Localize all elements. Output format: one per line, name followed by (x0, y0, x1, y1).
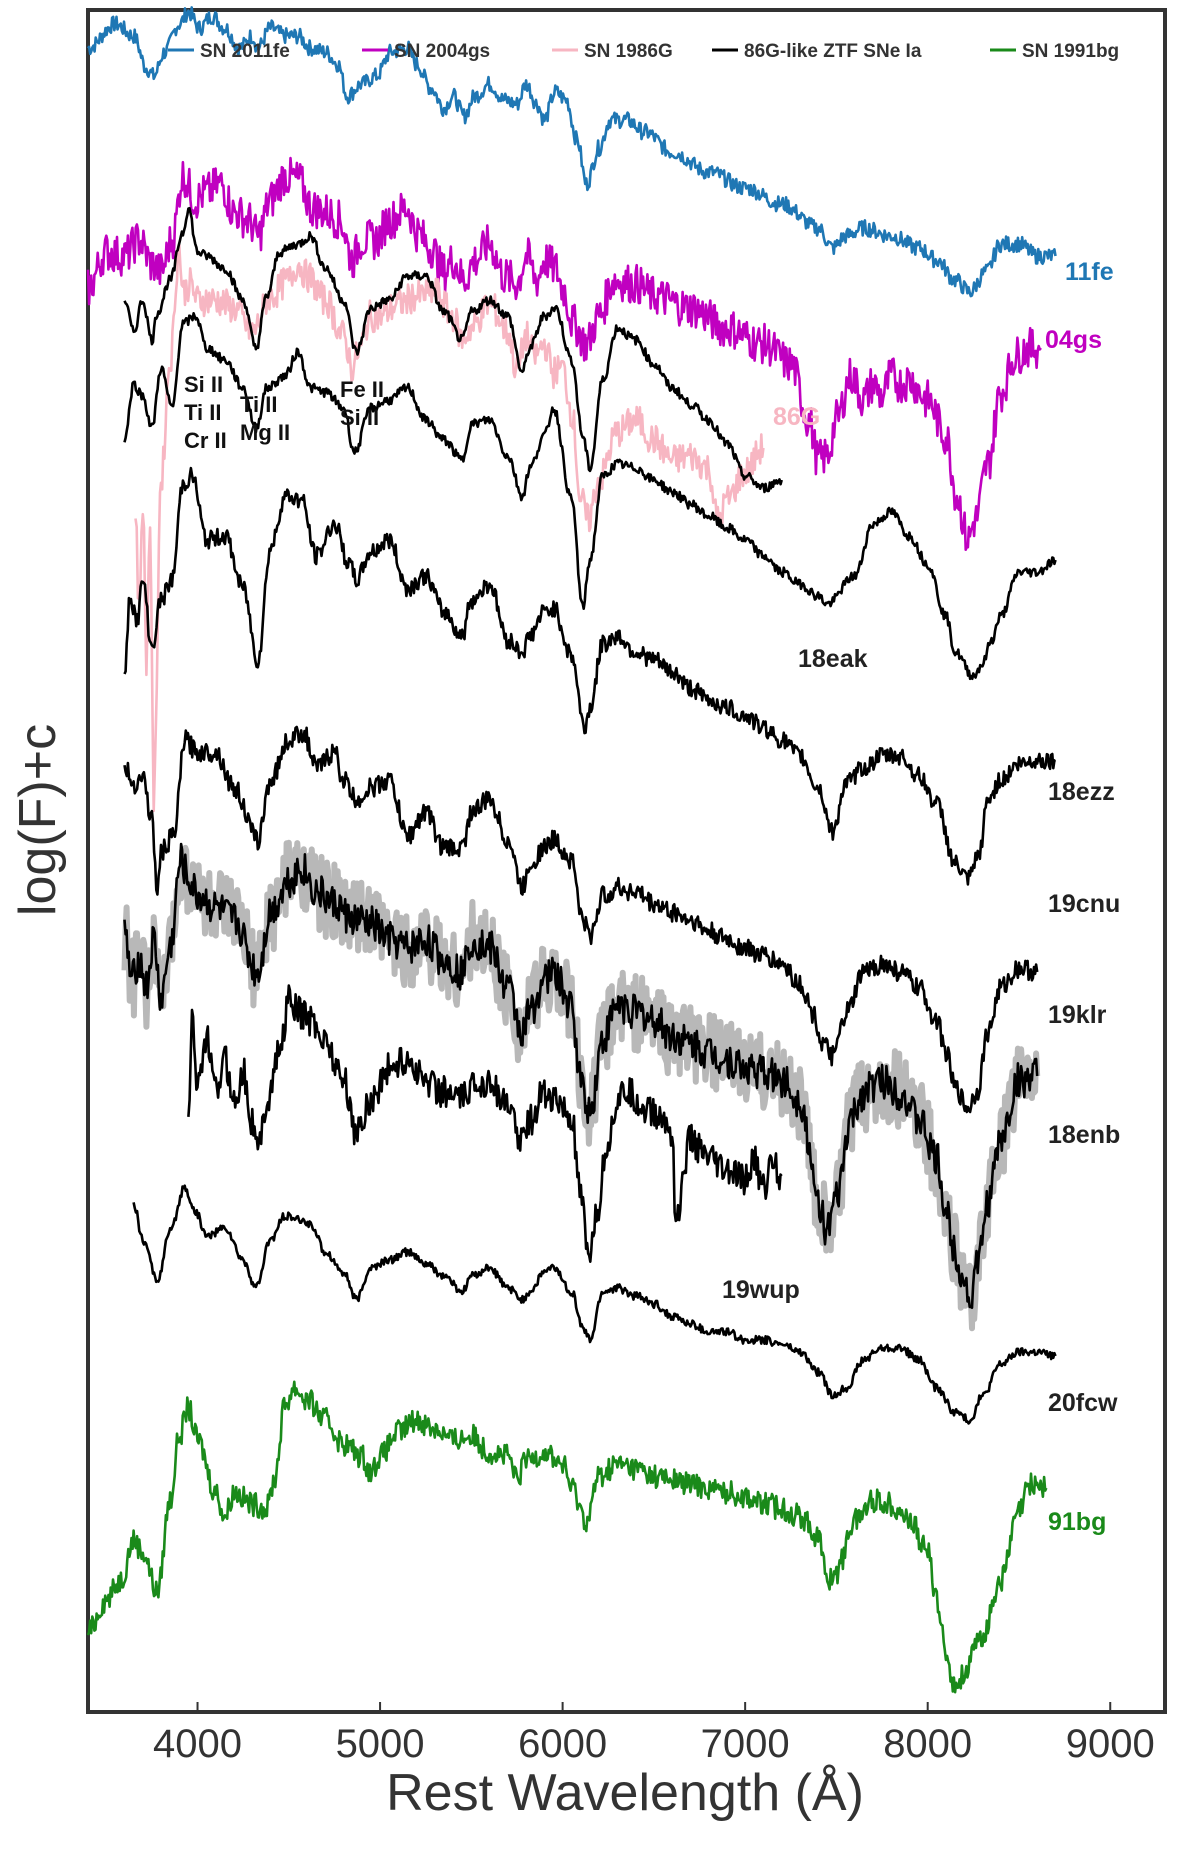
legend: SN 2011fe SN 2004gs SN 1986G 86G-like ZTF S… (168, 41, 1119, 62)
y-axis-title: log(F)+c (9, 724, 67, 916)
series-label-18ezz: 18ezz (1048, 778, 1115, 806)
x-tick-label-9000: 9000 (1066, 1722, 1155, 1766)
plot-frame (86, 8, 1167, 1714)
series-line-19cnu (123, 466, 1057, 886)
annotation-0-0: Si II (184, 372, 223, 397)
annotation-2-0: Fe II (340, 377, 384, 402)
series-line-20fcw (132, 1184, 1057, 1425)
series-labels: 11fe 04gs 86G 18eak 18ezz 19cnu 19klr 18enb 19wu… (722, 258, 1120, 1536)
series-line-86G (134, 243, 765, 813)
series-label-20fcw: 20fcw (1048, 1389, 1118, 1417)
legend-label-1: SN 2004gs (394, 41, 490, 62)
annotation-0-2: Cr II (184, 428, 227, 453)
series-line-18ezz (123, 312, 1057, 681)
legend-label-4: SN 1991bg (1022, 41, 1119, 62)
x-tick-label-8000: 8000 (883, 1722, 972, 1766)
legend-label-3: 86G-like ZTF SNe Ia (744, 41, 922, 62)
series-line-18eak (123, 206, 783, 494)
series-line-91bg (86, 1380, 1048, 1694)
series-label-19wup: 19wup (722, 1276, 800, 1304)
annotation-1-0: Ti II (240, 392, 278, 417)
legend-label-2: SN 1986G (584, 41, 673, 62)
series-label-18eak: 18eak (798, 645, 868, 673)
series-label-86G: 86G (773, 403, 820, 431)
x-tick-label-4000: 4000 (153, 1722, 242, 1766)
x-tick-label-6000: 6000 (518, 1722, 607, 1766)
annotation-2-1: Si II (340, 405, 379, 430)
series-line-04gs (86, 156, 1042, 551)
series-label-19cnu: 19cnu (1048, 890, 1120, 918)
series-label-11fe: 11fe (1065, 258, 1114, 286)
annotation-0-1: Ti II (184, 400, 222, 425)
legend-label-0: SN 2011fe (200, 41, 290, 62)
series-label-91bg: 91bg (1048, 1508, 1106, 1536)
series-line-18enb (123, 842, 1039, 1309)
x-tick-label-5000: 5000 (336, 1722, 425, 1766)
series-label-18enb: 18enb (1048, 1121, 1120, 1149)
annotation-1-1: Mg II (240, 420, 290, 445)
x-axis: 4000 5000 6000 7000 8000 9000 (153, 1702, 1155, 1766)
series-label-19klr: 19klr (1048, 1001, 1107, 1029)
plot-border (86, 8, 1167, 1714)
series-line-19klr (123, 725, 1039, 1114)
line-annotations: Si II Ti II Cr II Ti II Mg II Fe II Si II (184, 372, 384, 453)
x-tick-label-7000: 7000 (701, 1722, 790, 1766)
series-label-04gs: 04gs (1045, 326, 1102, 354)
series-line-19wup (187, 984, 783, 1263)
x-axis-title: Rest Wavelength (Å) (386, 1764, 864, 1822)
series-layer (86, 6, 1057, 1694)
series-line-11fe (87, 6, 1057, 298)
